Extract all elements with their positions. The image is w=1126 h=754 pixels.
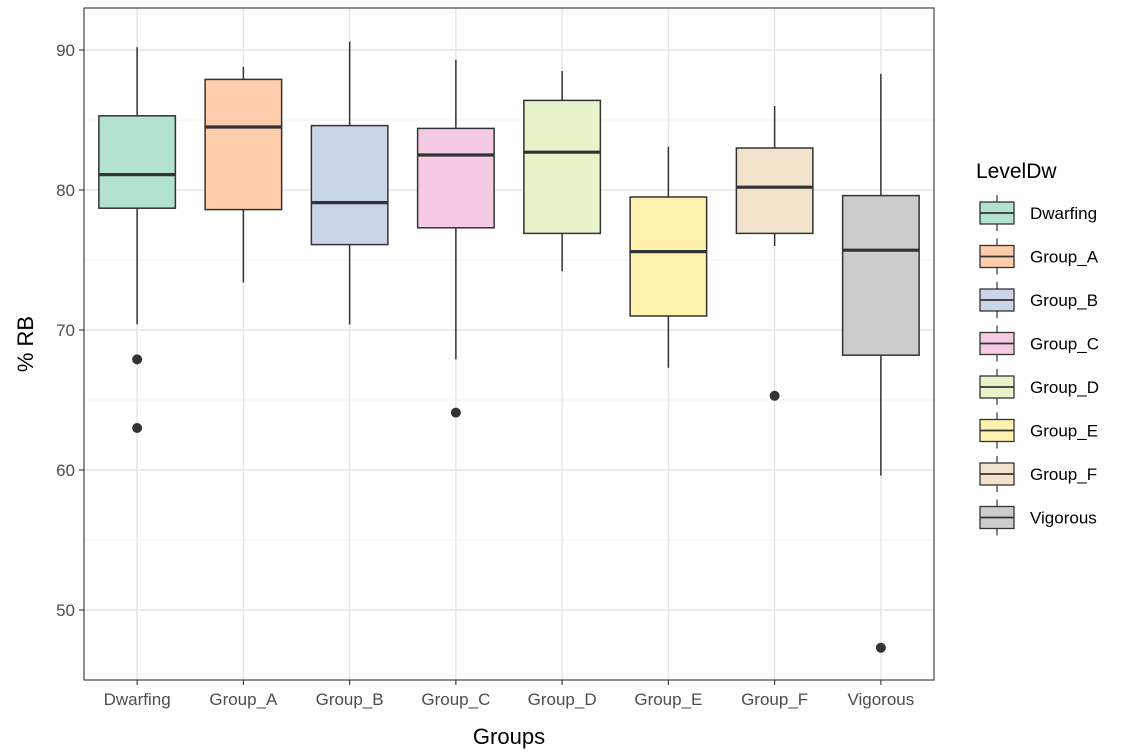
x-tick-label: Group_E xyxy=(634,690,702,709)
outlier-point xyxy=(769,390,780,401)
legend-label: Vigorous xyxy=(1030,509,1097,528)
x-tick-label: Group_F xyxy=(741,690,808,709)
x-axis-title: Groups xyxy=(473,724,545,749)
box-dwarfing xyxy=(98,115,177,209)
box-group_c xyxy=(416,127,495,229)
outlier-point xyxy=(450,407,461,418)
box-group_d xyxy=(523,99,602,235)
x-tick-label: Vigorous xyxy=(847,690,914,709)
box-vigorous xyxy=(841,194,920,356)
legend-label: Group_A xyxy=(1030,248,1099,267)
legend-label: Dwarfing xyxy=(1030,204,1097,223)
panel-border xyxy=(83,7,935,681)
outlier-point xyxy=(132,354,143,365)
box-group_b xyxy=(310,124,389,246)
boxes xyxy=(98,41,920,653)
x-tick-label: Group_C xyxy=(421,690,490,709)
box-group_f xyxy=(735,147,814,235)
legend-label: Group_F xyxy=(1030,465,1097,484)
y-axis-title: % RB xyxy=(13,316,38,372)
legend-label: Group_D xyxy=(1030,378,1099,397)
x-tick-label: Dwarfing xyxy=(104,690,171,709)
y-tick-label: 90 xyxy=(56,41,75,60)
y-tick-label: 80 xyxy=(56,181,75,200)
y-tick-label: 70 xyxy=(56,321,75,340)
axes: 50 60 70 80 90 Dwarfing Group_A Group_B Group_C G… xyxy=(56,41,914,709)
legend-label: Group_C xyxy=(1030,335,1099,354)
outlier-point xyxy=(875,642,886,653)
y-tick-label: 60 xyxy=(56,461,75,480)
box-group_a xyxy=(204,78,283,211)
legend-label: Group_B xyxy=(1030,291,1098,310)
legend-title: LevelDw xyxy=(976,160,1057,183)
legend: LevelDw Dwarfing Group_A Group_B Group_C Gro… xyxy=(976,160,1099,536)
x-tick-label: Group_B xyxy=(316,690,384,709)
y-tick-label: 50 xyxy=(56,601,75,620)
x-tick-label: Group_D xyxy=(528,690,597,709)
x-tick-label: Group_A xyxy=(209,690,278,709)
outlier-point xyxy=(132,423,143,433)
box-group_e xyxy=(629,196,708,317)
legend-label: Group_E xyxy=(1030,422,1098,441)
